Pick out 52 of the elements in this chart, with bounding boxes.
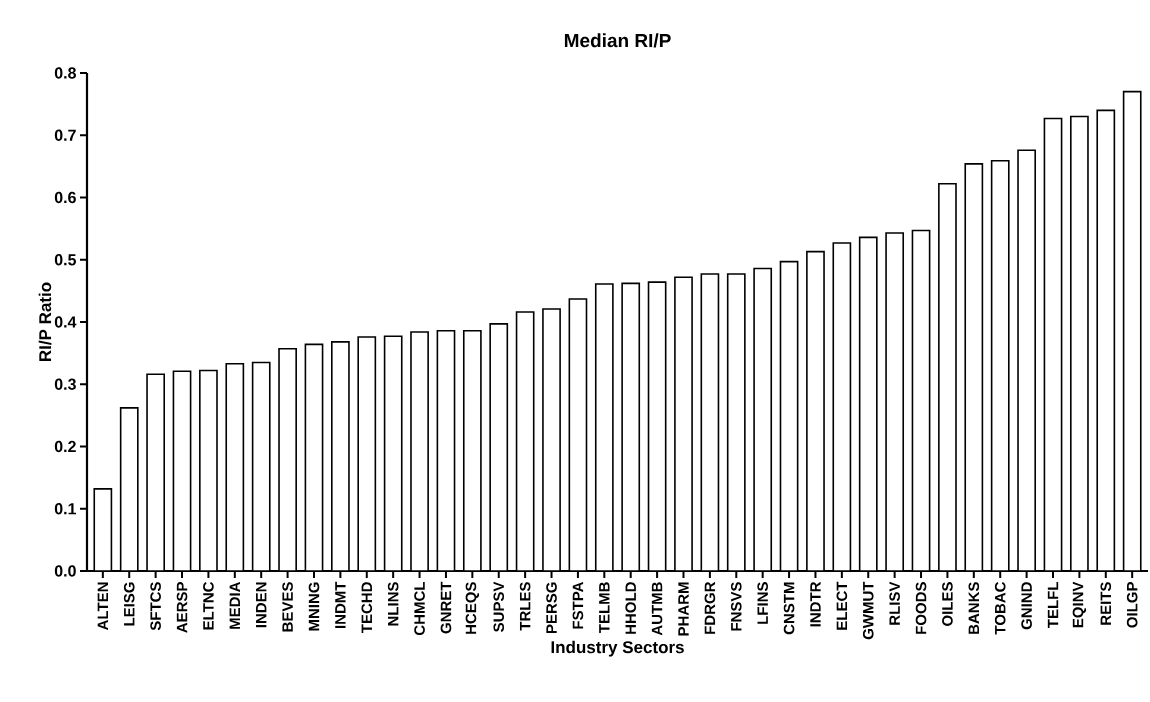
y-tick-label: 0.7	[54, 129, 76, 141]
x-tick-label: ELECT	[836, 581, 848, 630]
x-tick-label: FDRGR	[704, 581, 716, 634]
x-tick-label: MNING	[308, 582, 320, 631]
x-tick-label: HCEQS	[465, 582, 480, 634]
x-tick-label: TELMB	[599, 582, 610, 634]
x-tick-label: MEDIA	[229, 581, 240, 629]
x-tick-label: HHOLD	[625, 582, 637, 634]
x-tick-label: SUPSV	[493, 581, 505, 632]
x-tick-label: GWMUT	[862, 581, 874, 640]
x-tick-label: INDTR	[810, 581, 821, 627]
x-tick-label: LEISG	[123, 582, 135, 626]
y-tick-label: 0.5	[54, 254, 77, 266]
x-tick-label: GNIND	[1021, 582, 1032, 630]
x-tick-label: TELFL	[1047, 581, 1059, 629]
y-tick-label: 0.0	[54, 565, 76, 577]
x-tick-label: TOBAC	[994, 581, 1006, 635]
x-tick-label: PHARM	[678, 582, 689, 636]
x-tick-label: INDMT	[335, 581, 346, 629]
y-tick-label: 0.1	[54, 503, 77, 515]
x-tick-label: BEVES	[282, 582, 293, 632]
chart-title: Median RI/P	[564, 33, 671, 48]
x-tick-label: CHMCL	[414, 582, 425, 636]
x-tick-label: CNSTM	[783, 582, 795, 635]
x-tick-label: BANKS	[968, 582, 980, 634]
x-tick-label: NLINS	[387, 582, 399, 626]
x-tick-label: FSTPA	[572, 581, 584, 629]
x-tick-label: TECHD	[361, 582, 373, 634]
y-tick-label: 0.8	[54, 67, 76, 79]
y-tick-label: 0.2	[54, 440, 76, 453]
x-tick-label: ALTEN	[97, 582, 108, 631]
x-tick-label: ELTNC	[203, 581, 214, 630]
x-axis-title: Industry Sectors	[551, 640, 684, 657]
y-tick-label: 0.4	[54, 316, 77, 328]
x-tick-label: REITS	[1100, 582, 1112, 625]
x-tick-label: TRLES	[519, 582, 531, 631]
x-tick-label: GNRET	[440, 581, 452, 634]
y-tick-label: 0.3	[54, 378, 76, 390]
x-tick-label: AUTMB	[651, 582, 663, 636]
x-tick-label: LFINS	[757, 582, 768, 624]
x-tick-label: OILES	[942, 582, 953, 626]
x-tick-label: PERSG	[546, 582, 557, 634]
y-tick-label: 0.6	[54, 191, 76, 204]
x-tick-label: RLISV	[889, 581, 900, 625]
x-tick-label: EQINV	[1072, 581, 1087, 628]
x-tick-label: FNSVS	[730, 582, 742, 631]
y-axis-title: RI/P Ratio	[38, 282, 52, 361]
x-tick-label: INDEN	[256, 582, 267, 628]
x-tick-label: FOODS	[915, 582, 927, 634]
x-tick-label: SFTCS	[150, 582, 161, 631]
x-tick-label: OILGP	[1126, 582, 1138, 628]
x-tick-label: AERSP	[176, 582, 188, 633]
